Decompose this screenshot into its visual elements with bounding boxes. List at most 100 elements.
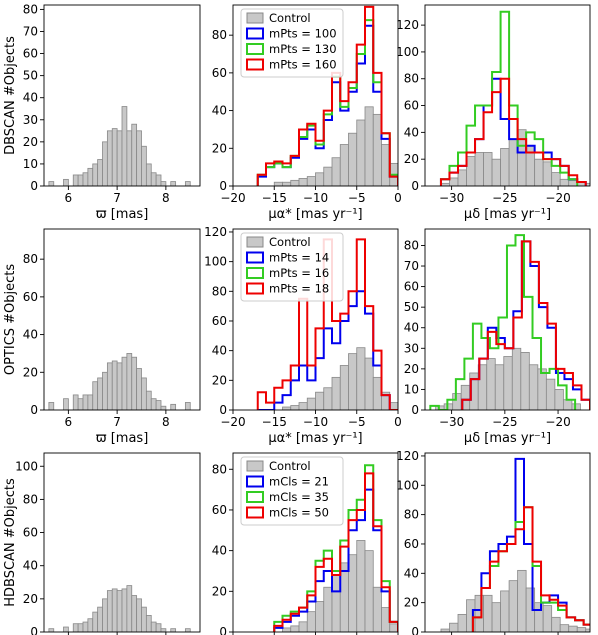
control-bar (331, 574, 341, 632)
y-tick-label: 70 (23, 24, 38, 38)
control-bar (63, 178, 69, 186)
x-tick-label: −20 (545, 415, 570, 429)
x-tick-label: 7 (113, 415, 121, 429)
axes-frame (43, 228, 201, 411)
control-bar (63, 626, 69, 632)
y-tick-label: 40 (23, 328, 38, 342)
control-bar (184, 402, 191, 410)
y-tick-label: 0 (411, 403, 419, 417)
control-bar (160, 405, 167, 410)
y-tick-label: 60 (404, 280, 419, 294)
y-tick-label: 0 (30, 403, 38, 417)
series-green-line (273, 464, 398, 632)
control-bar (323, 586, 333, 632)
control-bar (48, 181, 55, 186)
legend-swatch-blue (246, 27, 264, 40)
control-bar (63, 398, 69, 410)
control-bar (397, 178, 398, 186)
plot-area (440, 457, 590, 632)
control-bar (364, 357, 374, 410)
control-bar (72, 394, 79, 410)
x-tick-label: −30 (439, 415, 464, 429)
control-bar (559, 624, 570, 632)
control-bar (306, 176, 316, 186)
control-bar (121, 588, 128, 632)
plot-area (48, 106, 191, 186)
control-bar (111, 588, 118, 632)
control-bar (72, 174, 79, 186)
control-bar (483, 152, 493, 186)
y-tick-label: 0 (411, 625, 419, 635)
control-bar (364, 550, 374, 632)
control-bar (131, 595, 138, 632)
series-red-line (439, 77, 587, 186)
control-bar (449, 622, 459, 632)
x-tick-label: −30 (439, 191, 464, 205)
control-bar (184, 628, 191, 632)
y-tick-label: 20 (23, 592, 38, 606)
plot-area (429, 234, 590, 410)
control-bar (483, 594, 493, 632)
control-bar (298, 621, 308, 632)
x-tick-label: −5 (348, 191, 366, 205)
panel-1-1: −20 −15 −10 −5 0 0 20 40 60 80 100 120 μα* [mas yr⁻¹… (204, 225, 402, 446)
control-bar (106, 130, 113, 186)
control-bar (282, 181, 292, 186)
plot-area (273, 464, 398, 632)
y-tick-label: 60 (212, 314, 227, 328)
x-tick-label: 8 (162, 415, 170, 429)
control-bar (77, 398, 84, 410)
legend-entry-label: mPts = 14 (269, 251, 329, 265)
control-bar (136, 130, 142, 186)
control-bar (568, 180, 578, 186)
y-tick-label: 40 (212, 344, 227, 358)
y-tick-label: 50 (404, 300, 419, 314)
legend-entry-label: Control (269, 459, 311, 473)
control-bar (92, 381, 99, 410)
y-tick-label: 20 (404, 596, 419, 610)
control-bar (121, 356, 128, 410)
control-bar (551, 172, 561, 186)
control-bar (306, 397, 316, 410)
y-tick-label: 60 (212, 503, 227, 517)
series-red-line (471, 506, 590, 632)
control-bar (77, 623, 84, 632)
control-bar (160, 181, 167, 186)
y-tick-label: 20 (212, 373, 227, 387)
control-bar (273, 181, 283, 186)
control-bar (170, 181, 177, 186)
control-bar (474, 152, 484, 186)
control-bar (141, 145, 147, 186)
control-bar (364, 106, 374, 186)
axes-frame (424, 4, 591, 187)
y-tick-label: 40 (23, 559, 38, 573)
axes-frame (43, 452, 201, 633)
control-bar (452, 393, 462, 410)
control-bar (520, 352, 530, 410)
axes-frame (424, 228, 591, 411)
y-tick-label: 10 (404, 382, 419, 396)
control-bar (568, 625, 578, 632)
plot-area (439, 10, 590, 186)
control-bar (160, 628, 167, 632)
y-tick-label: 0 (30, 625, 38, 635)
x-tick-label: −15 (262, 191, 287, 205)
series-red-line (256, 5, 398, 186)
y-tick-label: 80 (212, 462, 227, 476)
control-bar (503, 356, 513, 410)
control-bar (131, 123, 138, 186)
y-tick-label: 10 (23, 157, 38, 171)
panel-0-2: −30 −25 −20 0 20 40 60 80 100 120 μδ [mas yr⁻¹] (396, 4, 591, 222)
legend-entry-label: mCls = 50 (269, 506, 329, 520)
legend-swatch-control (246, 460, 264, 472)
control-bar (126, 353, 133, 410)
y-tick-label: 80 (404, 508, 419, 522)
y-tick-label: 80 (23, 2, 38, 16)
control-bar (348, 554, 358, 632)
plot-area (256, 238, 398, 410)
control-bar (116, 590, 123, 632)
axes-frame (424, 452, 591, 633)
y-tick-label: 100 (396, 478, 419, 492)
